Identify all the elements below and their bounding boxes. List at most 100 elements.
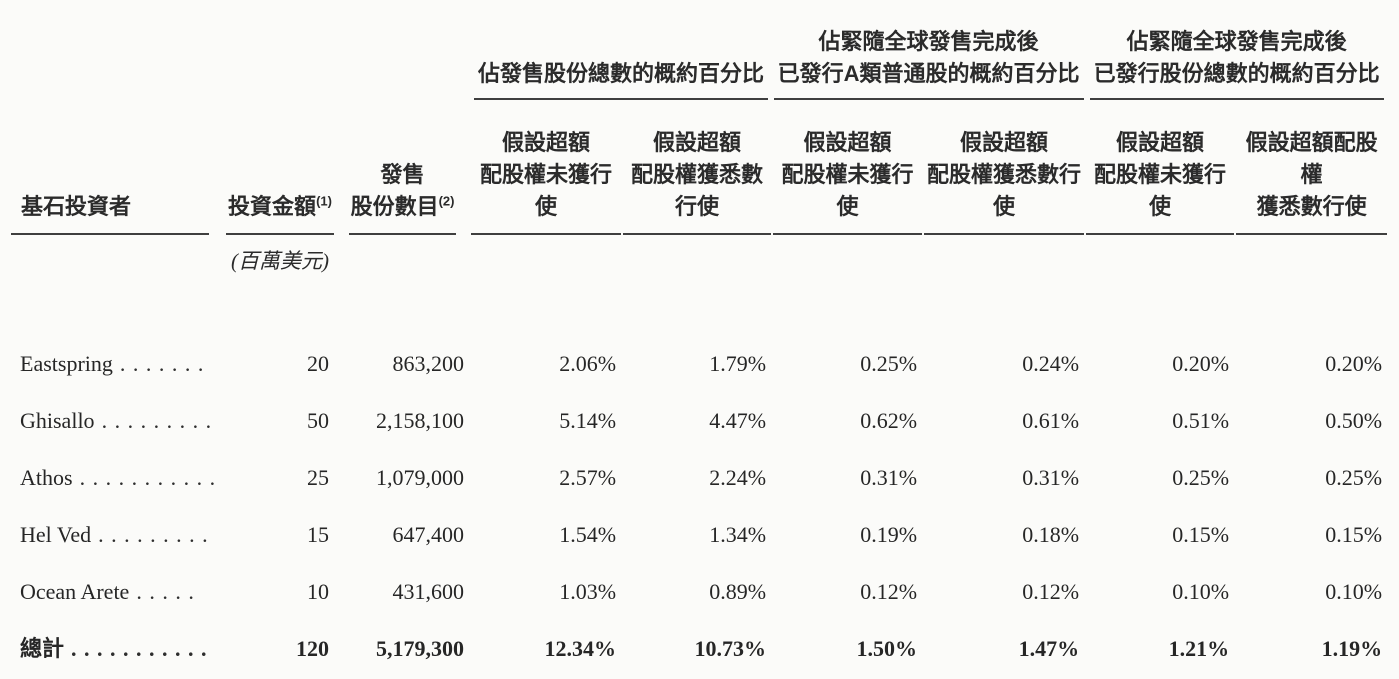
col-header-underline: 基石投資者: [11, 191, 209, 235]
group-title-line: 佔緊隨全球發售完成後: [1126, 29, 1347, 54]
col-header-g1-no-exercise: 假設超額 配股權未獲行使: [470, 101, 622, 236]
cell-shares: 647,400: [392, 522, 465, 547]
dot-leader: . . . . . . . . .: [98, 522, 209, 547]
col-header-line: 發售: [380, 162, 425, 187]
group-title-line: 已發行股份總數的概約百分比: [1093, 61, 1380, 86]
col-header-g2-full-exercise: 假設超額 配股權獲悉數行使: [923, 101, 1085, 236]
cell-pct-g3-no: 0.51%: [1172, 408, 1230, 433]
unit-row: (百萬美元): [10, 236, 1388, 276]
col-header-underline: 假設超額配股權 獲悉數行使: [1236, 127, 1388, 235]
total-label-cell: 總計. . . . . . . . . . .: [10, 620, 225, 677]
investor-name-cell: Hel Ved. . . . . . . . .: [10, 506, 225, 563]
cell-pct-g2-no: 0.25%: [860, 351, 918, 376]
dot-leader: . . . . . . . . . . .: [79, 465, 217, 490]
cell-pct-g1-no: 2.06%: [559, 351, 617, 376]
col-header-g3-full-exercise: 假設超額配股權 獲悉數行使: [1235, 101, 1388, 236]
group-header-offer-shares-pct: 佔發售股份總數的概約百分比: [470, 14, 772, 101]
col-header-label: 投資金額: [228, 194, 317, 219]
group-underline-box: 佔緊隨全球發售完成後 已發行股份總數的概約百分比: [1089, 26, 1384, 100]
col-header-line: 股份數目(2): [351, 191, 455, 223]
cell-pct-g1-full: 1.79%: [709, 351, 767, 376]
cell-pct-g3-full: 0.10%: [1325, 579, 1383, 604]
cell-pct-g2-no: 0.62%: [860, 408, 918, 433]
col-header-g2-no-exercise: 假設超額 配股權未獲行使: [772, 101, 923, 236]
col-header-g1-full-exercise: 假設超額 配股權獲悉數行使: [622, 101, 772, 236]
total-label: 總計: [20, 636, 65, 661]
col-header-line: 獲悉數行使: [1256, 194, 1367, 219]
cell-pct-g1-full: 4.47%: [709, 408, 767, 433]
group-underline-box: 佔發售股份總數的概約百分比: [474, 58, 769, 100]
cell-pct-g3-full: 0.50%: [1325, 408, 1383, 433]
unit-spacer: [335, 236, 1388, 276]
cell-pct-g3-no: 0.25%: [1172, 465, 1230, 490]
cell-pct-g3-full: 0.25%: [1325, 465, 1383, 490]
cell-total-pct-g3-no: 1.21%: [1168, 636, 1230, 661]
table-row: Athos. . . . . . . . . . . 25 1,079,000 …: [10, 449, 1388, 506]
footnote-marker-2: (2): [438, 193, 455, 209]
cell-pct-g2-full: 0.24%: [1022, 351, 1080, 376]
total-row: 總計. . . . . . . . . . . 120 5,179,300 12…: [10, 620, 1388, 677]
cell-pct-g1-no: 1.03%: [559, 579, 617, 604]
col-header-g3-no-exercise: 假設超額 配股權未獲行使: [1085, 101, 1235, 236]
investor-name: Ocean Arete: [20, 579, 130, 604]
cell-pct-g2-no: 0.12%: [860, 579, 918, 604]
cell-total-shares: 5,179,300: [376, 636, 465, 661]
cell-pct-g1-full: 0.89%: [709, 579, 767, 604]
table-row: Ocean Arete. . . . . 10 431,600 1.03% 0.…: [10, 563, 1388, 620]
col-header-investor: 基石投資者: [10, 101, 225, 236]
cell-total-pct-g2-full: 1.47%: [1018, 636, 1080, 661]
cell-pct-g3-no: 0.10%: [1172, 579, 1230, 604]
investor-name: Hel Ved: [20, 522, 92, 547]
cell-amount: 25: [307, 465, 329, 490]
investor-name: Athos: [20, 465, 73, 490]
col-header-line: 假設超額: [502, 130, 591, 155]
cell-amount: 15: [307, 522, 329, 547]
cell-pct-g3-no: 0.20%: [1172, 351, 1230, 376]
cell-shares: 1,079,000: [376, 465, 465, 490]
footnote-marker-1: (1): [316, 193, 332, 209]
group-title-line: 佔緊隨全球發售完成後: [818, 29, 1039, 54]
investor-name-cell: Athos. . . . . . . . . . .: [10, 449, 225, 506]
cell-pct-g2-no: 0.19%: [860, 522, 918, 547]
group-header-row: 佔發售股份總數的概約百分比 佔緊隨全球發售完成後 已發行A類普通股的概約百分比 …: [10, 14, 1388, 101]
col-header-line: 配股權未獲行使: [781, 162, 914, 219]
investor-name: Ghisallo: [20, 408, 95, 433]
col-header-label: 股份數目: [350, 194, 439, 219]
cell-pct-g3-full: 0.15%: [1325, 522, 1383, 547]
cell-pct-g2-full: 0.31%: [1022, 465, 1080, 490]
col-header-underline: 假設超額 配股權未獲行使: [773, 127, 923, 235]
dot-leader: . . . . .: [136, 579, 195, 604]
amount-unit-label: (百萬美元): [231, 249, 329, 273]
cell-pct-g1-no: 5.14%: [559, 408, 617, 433]
cell-shares: 2,158,100: [376, 408, 465, 433]
col-header-underline: 投資金額(1): [226, 191, 334, 235]
cell-shares: 431,600: [392, 579, 465, 604]
cell-pct-g2-full: 0.12%: [1022, 579, 1080, 604]
col-header-line: 假設超額配股權: [1245, 130, 1378, 187]
investor-name-cell: Eastspring. . . . . . .: [10, 276, 225, 392]
cell-pct-g1-full: 2.24%: [709, 465, 767, 490]
cell-total-amount: 120: [296, 636, 329, 661]
cell-pct-g1-full: 1.34%: [709, 522, 767, 547]
cell-amount: 20: [307, 351, 329, 376]
table-row: Ghisallo. . . . . . . . . 50 2,158,100 5…: [10, 392, 1388, 449]
col-header-underline: 發售 股份數目(2): [348, 159, 457, 235]
cell-amount: 10: [307, 579, 329, 604]
cell-pct-g3-full: 0.20%: [1325, 351, 1383, 376]
dot-leader: . . . . . . .: [119, 351, 205, 376]
cell-shares: 863,200: [392, 351, 465, 376]
col-header-line: 假設超額: [803, 130, 892, 155]
col-header-line: 配股權未獲行使: [480, 162, 613, 219]
group-underline-box: 佔緊隨全球發售完成後 已發行A類普通股的概約百分比: [773, 26, 1084, 100]
column-header-row: 基石投資者 投資金額(1) 發售 股份數目(2) 假設超額 配股權未獲行使: [10, 101, 1388, 236]
cell-amount: 50: [307, 408, 329, 433]
cell-total-pct-g2-no: 1.50%: [856, 636, 918, 661]
cell-pct-g2-no: 0.31%: [860, 465, 918, 490]
col-header-line: 假設超額: [1116, 130, 1205, 155]
cell-total-pct-g1-full: 10.73%: [694, 636, 767, 661]
cell-total-pct-g3-full: 1.19%: [1321, 636, 1383, 661]
dot-leader: . . . . . . . . . . .: [71, 636, 208, 661]
cell-pct-g1-no: 2.57%: [559, 465, 617, 490]
group-header-spacer: [10, 14, 470, 101]
